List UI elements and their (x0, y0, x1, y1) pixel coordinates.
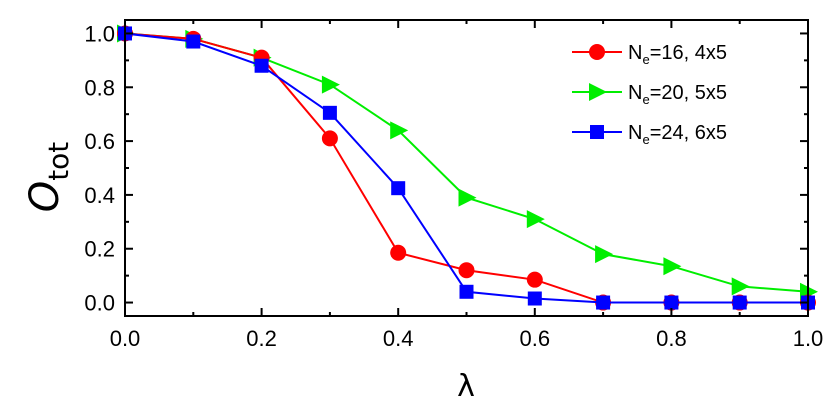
data-point (321, 130, 338, 147)
legend-item: Ne=20, 5x5 (572, 82, 727, 107)
legend: Ne=16, 4x5 Ne=20, 5x5 Ne=24, 6x5 (572, 42, 727, 147)
x-axis-title: λ (457, 369, 475, 404)
data-point (459, 284, 474, 299)
data-point (322, 105, 337, 120)
data-point (321, 75, 340, 94)
legend-label: Ne=24, 6x5 (628, 122, 727, 147)
data-point (391, 181, 406, 196)
series-1 (117, 25, 816, 311)
legend-label: Ne=20, 5x5 (628, 82, 727, 107)
x-tick-label: 0.2 (246, 326, 277, 351)
y-axis-title-main: O (22, 181, 68, 212)
data-point (663, 257, 682, 276)
data-point (458, 262, 475, 279)
data-point (527, 291, 542, 306)
data-point (390, 121, 409, 140)
data-point (254, 58, 269, 73)
data-point (732, 295, 747, 310)
svg-text:Otot: Otot (22, 142, 75, 213)
y-axis-title-sub: tot (42, 142, 75, 181)
ticks-layer: 0.0 0.2 0.4 0.6 0.8 1.0 0.0 0.2 0.4 0.6 0.8 1.0 (84, 20, 823, 351)
data-point (186, 34, 201, 49)
data-point (731, 277, 750, 296)
y-tick-label: 1.0 (84, 21, 115, 46)
x-tick-label: 0.8 (656, 326, 687, 351)
legend-marker (589, 44, 605, 60)
x-tick-label: 0.4 (383, 326, 414, 351)
series-2 (117, 24, 818, 301)
legend-marker (589, 83, 607, 101)
legend-marker (590, 125, 604, 139)
series-line (124, 32, 808, 304)
y-tick-label: 0.0 (84, 291, 115, 316)
series-3 (118, 26, 815, 310)
data-point (595, 245, 614, 264)
x-tick-label: 1.0 (793, 326, 824, 351)
y-tick-label: 0.2 (84, 237, 115, 262)
legend-item: Ne=24, 6x5 (572, 122, 727, 147)
data-point (458, 188, 477, 207)
y-tick-label: 0.4 (84, 183, 115, 208)
legend-item: Ne=16, 4x5 (572, 42, 727, 67)
data-point (526, 271, 543, 288)
legend-label: Ne=16, 4x5 (628, 42, 727, 67)
y-tick-label: 0.6 (84, 129, 115, 154)
series-layer (117, 24, 818, 311)
series-line (124, 32, 809, 293)
series-line (124, 32, 808, 304)
data-point (596, 295, 611, 310)
x-tick-label: 0.6 (520, 326, 551, 351)
data-point (526, 210, 545, 229)
data-point (390, 244, 407, 261)
y-tick-label: 0.8 (84, 75, 115, 100)
data-point (664, 295, 679, 310)
x-tick-label: 0.0 (110, 326, 141, 351)
y-axis-title: Otot (22, 142, 75, 213)
